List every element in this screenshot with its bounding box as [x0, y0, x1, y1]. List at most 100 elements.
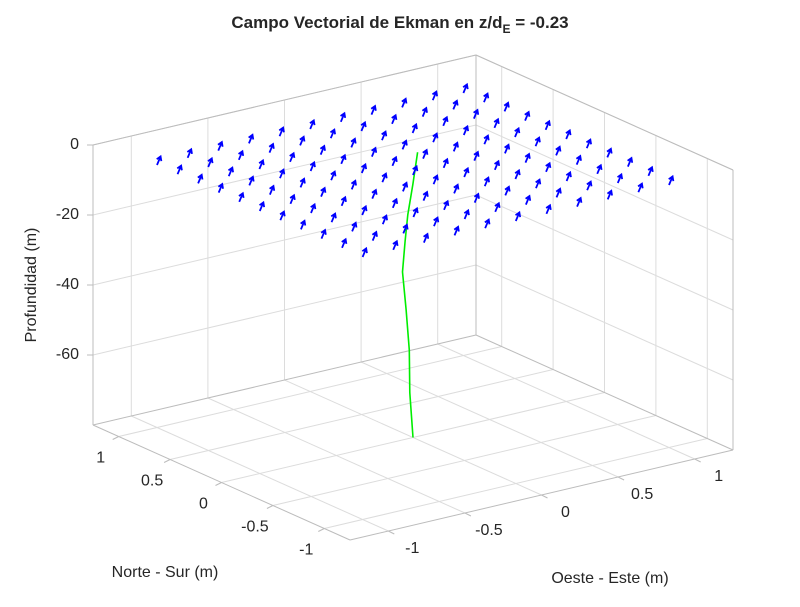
vector-arrow	[586, 180, 593, 191]
grid-line	[92, 264, 477, 356]
vector-arrow	[534, 136, 541, 147]
vector-arrow	[402, 181, 409, 192]
grid-line	[118, 346, 502, 437]
z-tick-label: 0	[70, 136, 79, 153]
vector-arrow	[596, 163, 603, 175]
vector-arrow	[433, 216, 440, 227]
vector-arrow	[504, 143, 511, 154]
x-tick-label: -0.5	[475, 522, 503, 539]
vector-arrow	[391, 155, 398, 167]
grid-line	[169, 369, 554, 460]
y-tick-label: 0	[199, 496, 208, 513]
vector-arrow	[279, 168, 286, 179]
x-tick-label: 1	[714, 468, 723, 485]
vector-arrow	[371, 146, 378, 157]
vector-arrow	[637, 182, 644, 193]
vector-arrow	[227, 166, 234, 177]
vector-arrow	[463, 166, 470, 178]
vector-arrow	[462, 82, 469, 94]
vector-arrow	[494, 159, 501, 171]
vector-arrow	[330, 212, 337, 223]
vector-arrow	[565, 128, 572, 140]
vector-arrow	[503, 101, 510, 112]
tick-mark	[163, 459, 171, 463]
vector-arrow	[329, 128, 336, 139]
vector-arrow	[524, 110, 531, 121]
vector-arrow	[443, 199, 450, 211]
vector-arrow	[453, 183, 460, 194]
vector-arrow	[309, 118, 316, 130]
vector-arrow	[432, 132, 439, 143]
vector-arrow	[402, 223, 409, 234]
vector-arrow	[156, 154, 163, 166]
vector-arrow	[514, 210, 522, 222]
vector-arrow	[483, 134, 490, 145]
vector-arrow	[371, 188, 378, 199]
vector-arrow	[606, 189, 613, 200]
vector-arrow	[381, 130, 388, 141]
vector-arrow	[350, 179, 357, 190]
vector-arrow	[421, 106, 428, 117]
vector-arrow	[248, 133, 255, 144]
tick-mark	[112, 436, 119, 440]
vector-arrow	[320, 228, 327, 239]
vector-arrow	[320, 186, 327, 197]
vector-arrow	[473, 192, 480, 203]
vector-arrow	[411, 122, 418, 134]
vector-arrow	[473, 108, 480, 119]
grid-line	[324, 438, 708, 529]
vector-arrow	[392, 197, 399, 209]
vector-arrow	[452, 141, 459, 152]
vector-arrow	[361, 246, 368, 258]
vector-arrow	[238, 149, 245, 161]
tick-mark	[541, 494, 548, 499]
vector-arrow	[462, 124, 470, 136]
vector-arrow	[248, 175, 255, 186]
grid-line	[92, 194, 477, 286]
vector-arrow	[360, 120, 367, 132]
vector-arrow	[555, 145, 562, 156]
vector-arrow	[606, 147, 613, 158]
vector-arrow	[361, 204, 368, 216]
axis-edge	[92, 334, 477, 426]
vector-arrow	[186, 147, 193, 159]
z-tick-label: -40	[56, 276, 79, 293]
vector-arrow	[483, 176, 490, 187]
vector-arrow	[535, 178, 542, 189]
vector-arrow	[585, 138, 592, 149]
vector-arrow	[431, 90, 438, 101]
vector-arrow	[340, 153, 347, 165]
y-tick-label: -0.5	[241, 519, 269, 536]
vector-arrow	[310, 202, 317, 214]
vector-arrow	[391, 113, 398, 125]
x-tick-label: -1	[405, 540, 419, 557]
vector-arrow	[176, 164, 183, 175]
vector-arrow	[340, 195, 347, 207]
y-tick-label: 1	[96, 450, 105, 467]
z-tick-label: -60	[56, 346, 79, 363]
vector-arrow	[442, 115, 449, 127]
vector-arrow	[545, 161, 552, 173]
vector-arrow	[627, 156, 634, 167]
vector-arrow	[217, 140, 224, 151]
y-tick-label: -1	[299, 542, 313, 559]
grid-line	[92, 124, 477, 216]
axis-edge	[475, 334, 734, 451]
x-tick-label: 0.5	[631, 486, 653, 503]
vector-arrow	[268, 142, 275, 153]
tick-mark	[617, 476, 625, 481]
vector-arrow	[299, 177, 306, 188]
vector-arrow	[360, 162, 368, 174]
tick-mark	[388, 530, 395, 535]
vector-arrow	[565, 170, 572, 182]
title-subscript: E	[503, 22, 511, 36]
x-tick-label: 0	[561, 504, 570, 521]
vector-arrow	[269, 184, 276, 195]
profile-line	[401, 152, 419, 438]
vector-arrow	[423, 232, 430, 243]
vector-arrow	[392, 239, 399, 251]
vector-arrow	[525, 194, 532, 205]
vector-arrow	[350, 137, 357, 148]
